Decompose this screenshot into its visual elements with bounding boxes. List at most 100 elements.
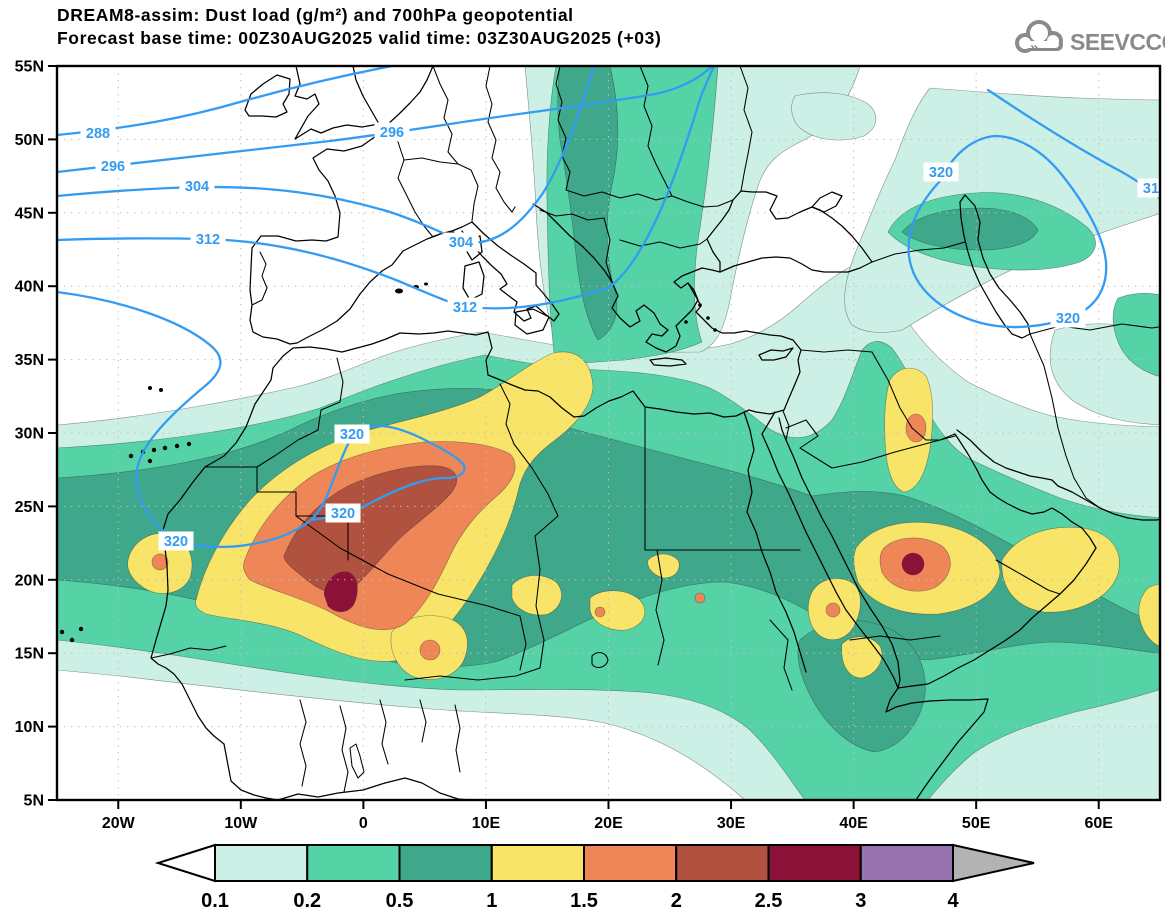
dust-spot-1p5-sudan [694,592,706,604]
colorbar-label-0.5: 0.5 [386,890,414,907]
coastline-gulf-of-aqaba [778,417,787,441]
seevccc-logo: » SEEVCCC [1015,20,1165,56]
coastline-cyprus [758,347,794,361]
coastline-sicily [514,308,550,335]
border-sudan-ethiopia [769,619,793,691]
aegean-islands [684,303,717,332]
colorbar-label-0.1: 0.1 [201,890,229,907]
map-axes: 55N 50N 45N 40N 35N 30N 25N 20N 15N 10N 5N 20W 10W 0 1… [15,59,1114,833]
contour-320-turkey-loop [907,134,1108,329]
dust-spot-2p5-saudi [901,552,925,576]
river-nile [743,411,807,673]
border-germany [432,66,459,165]
cloud-icon: » [1015,20,1063,56]
border-spain-portugal [251,251,268,306]
contour-label-box-296 [374,122,410,142]
x-axis-label-40E: 40E [839,815,868,832]
dust-region-1-right-edge [1138,583,1160,647]
contour-label-320: 320 [340,427,364,443]
coastline-red-sea-west [761,433,899,689]
x-axis-label-30E: 30E [717,815,746,832]
colorbar-under-arrow [154,843,216,883]
coastline-mediterranean-south-east [292,282,802,418]
dust-region-0p2-nw-iran [1112,292,1160,377]
coastline-black-sea-north [706,190,873,273]
border-israel-egypt [782,410,790,441]
coastline-persian-gulf-arab [954,433,1097,549]
coastline-sardinia [462,261,485,301]
coastline-horn-of-africa [885,687,989,800]
coastline-france-iberia [249,124,473,345]
coastline-caspian-sea [959,194,1031,339]
border-hungary-serbia [539,209,605,221]
border-saudi-oman [995,559,1061,595]
madeira-islands [148,386,163,392]
colorbar-segment-7 [767,844,862,882]
contour-label-320: 320 [1056,311,1080,327]
dust-region-0p1-black-sea-north [791,92,877,141]
contour-label-box-312 [1137,178,1160,198]
contour-label-box-312 [190,229,226,249]
contour-label-box-304 [443,232,479,252]
contour-label-box-320 [923,162,959,182]
x-axis-label-20W: 20W [102,815,136,832]
contour-304 [57,66,596,244]
border-turkey-syria-iraq [800,349,873,353]
border-mali-niger-south [519,615,527,671]
border-morocco-algeria [256,357,344,468]
contour-label-box-320 [325,503,361,523]
x-axis-label-10E: 10E [472,815,501,832]
coastline-balkans-greece-blacksea-south [532,203,873,353]
colorbar-label-3: 3 [855,890,866,907]
coastline-ireland [244,74,291,118]
contour-label-296: 296 [101,159,125,175]
dust-region-0p5-europe-core [557,66,619,341]
border-bulgaria-greece [619,238,708,249]
colorbar-label-2.5: 2.5 [755,890,783,907]
border-west-africa-2 [339,705,349,793]
border-libya-chad [534,535,545,669]
coastline-gulf-of-suez [761,411,776,435]
coastline-persian-gulf-iran [956,429,1160,521]
lake-volta [349,743,365,779]
contour-label-312: 312 [1143,181,1165,197]
colorbar-label-1.5: 1.5 [570,890,598,907]
y-axis-label-40N: 40N [15,279,44,296]
border-sudan-chad [655,549,665,666]
contour-label-box-320 [1050,308,1086,328]
dust-region-1-red-sea-b [841,636,883,679]
y-axis-label-10N: 10N [15,719,44,736]
border-serbia-bulgaria [603,217,613,283]
contour-label-304: 304 [449,235,473,251]
border-nigeria-north [404,667,541,681]
coastline-arabia-south [897,547,1097,689]
coastline-italy [461,221,560,322]
border-west-africa-1 [299,699,307,787]
colorbar-over-arrow [952,843,1035,883]
dust-region-1-oman [1001,526,1120,613]
y-axis-label-30N: 30N [15,426,44,443]
dust-spot-1p5-niger [419,639,441,661]
dust-region-2p5-mali [323,571,358,613]
border-west-africa-5 [454,704,461,773]
x-axis-label-0: 0 [359,815,368,832]
lake-chad [591,651,609,669]
border-west-africa-3 [379,699,389,765]
colorbar-segment-2 [306,844,401,882]
x-axis-label-20E: 20E [594,815,623,832]
border-algeria-mali-niger [295,515,521,617]
y-axis-label-15N: 15N [15,646,44,663]
border-romania-north [565,189,734,208]
colorbar-label-1: 1 [486,890,497,907]
contour-label-304: 304 [185,179,209,195]
coastline-west-africa [150,347,294,800]
y-axis-label-50N: 50N [15,132,44,149]
border-caucasus [871,241,966,263]
contour-296 [57,66,714,174]
coastline-sea-of-azov [811,191,843,213]
contour-288 [57,66,394,137]
y-axis-label-5N: 5N [24,793,44,810]
logo-text: SEEVCCC [1070,29,1165,55]
y-axis-label-55N: 55N [15,59,44,76]
